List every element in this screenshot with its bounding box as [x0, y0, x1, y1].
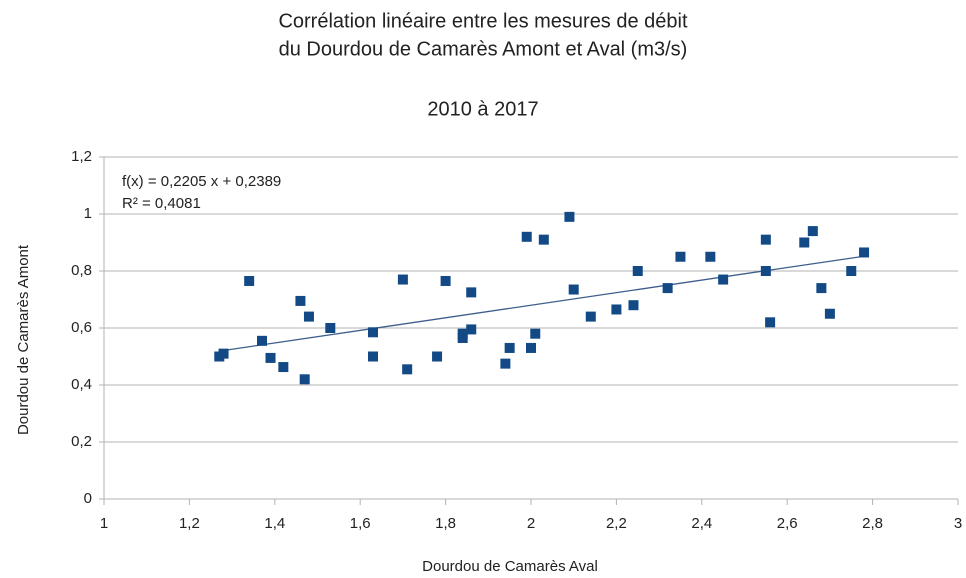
point [303, 311, 314, 322]
x-tick-label: 1,4 [264, 515, 285, 532]
point [585, 311, 596, 322]
point [765, 317, 776, 328]
point [368, 351, 379, 362]
point [466, 324, 477, 335]
point [760, 234, 771, 245]
point [628, 300, 639, 311]
point [265, 352, 276, 363]
y-tick-label: 0,2 [71, 433, 92, 450]
point [846, 266, 857, 276]
point [432, 351, 443, 362]
y-tick-label: 0,4 [71, 376, 92, 393]
point [521, 231, 532, 242]
point [632, 266, 643, 276]
annotation: f(x) = 0,2205 x + 0,2389 [122, 173, 281, 190]
point [718, 274, 729, 285]
point [368, 327, 379, 338]
point [295, 295, 306, 306]
point [807, 226, 818, 237]
chart-subtitle: 2010 à 2017 [427, 98, 538, 120]
point [218, 348, 229, 359]
y-axis-label: Dourdou de Camarès Amont [15, 244, 32, 435]
point [457, 328, 468, 339]
x-tick-label: 2 [527, 515, 535, 532]
x-tick-label: 2,8 [862, 515, 883, 532]
point [397, 274, 408, 285]
point [466, 287, 477, 298]
point [504, 342, 515, 353]
x-tick-label: 2,2 [606, 515, 627, 532]
point [325, 323, 336, 333]
x-tick-label: 1,2 [179, 515, 200, 532]
point [824, 308, 835, 319]
point [500, 358, 511, 369]
x-tick-label: 3 [954, 515, 962, 532]
point [705, 251, 716, 262]
point [799, 237, 810, 248]
point [278, 362, 289, 373]
x-tick-label: 1,8 [435, 515, 456, 532]
point [256, 335, 267, 346]
point [299, 374, 310, 385]
point [244, 275, 255, 286]
point [526, 342, 536, 353]
y-tick-label: 1,2 [71, 148, 92, 165]
point [530, 328, 541, 339]
y-tick-label: 0,6 [71, 319, 92, 336]
y-tick-label: 1 [84, 205, 92, 222]
point [538, 234, 549, 245]
chart-title: Corrélation linéaire entre les mesures d… [278, 10, 688, 32]
point [760, 266, 771, 276]
y-tick-label: 0 [84, 490, 92, 507]
chart-title: du Dourdou de Camarès Amont et Aval (m3/… [279, 38, 688, 60]
x-axis-label: Dourdou de Camarès Aval [422, 558, 598, 575]
y-tick-label: 0,8 [71, 262, 92, 279]
x-tick-label: 1,6 [350, 515, 371, 532]
point [859, 247, 870, 258]
point [675, 251, 686, 262]
x-tick-label: 2,4 [691, 515, 712, 532]
x-tick-label: 1 [100, 515, 108, 532]
point [662, 283, 673, 294]
point [568, 284, 579, 295]
x-tick-label: 2,6 [777, 515, 798, 532]
point [440, 275, 451, 286]
point [816, 283, 827, 294]
trendline [219, 255, 865, 352]
point [402, 364, 413, 375]
point [564, 211, 575, 222]
annotation: R² = 0,4081 [122, 195, 201, 212]
point [611, 304, 622, 315]
